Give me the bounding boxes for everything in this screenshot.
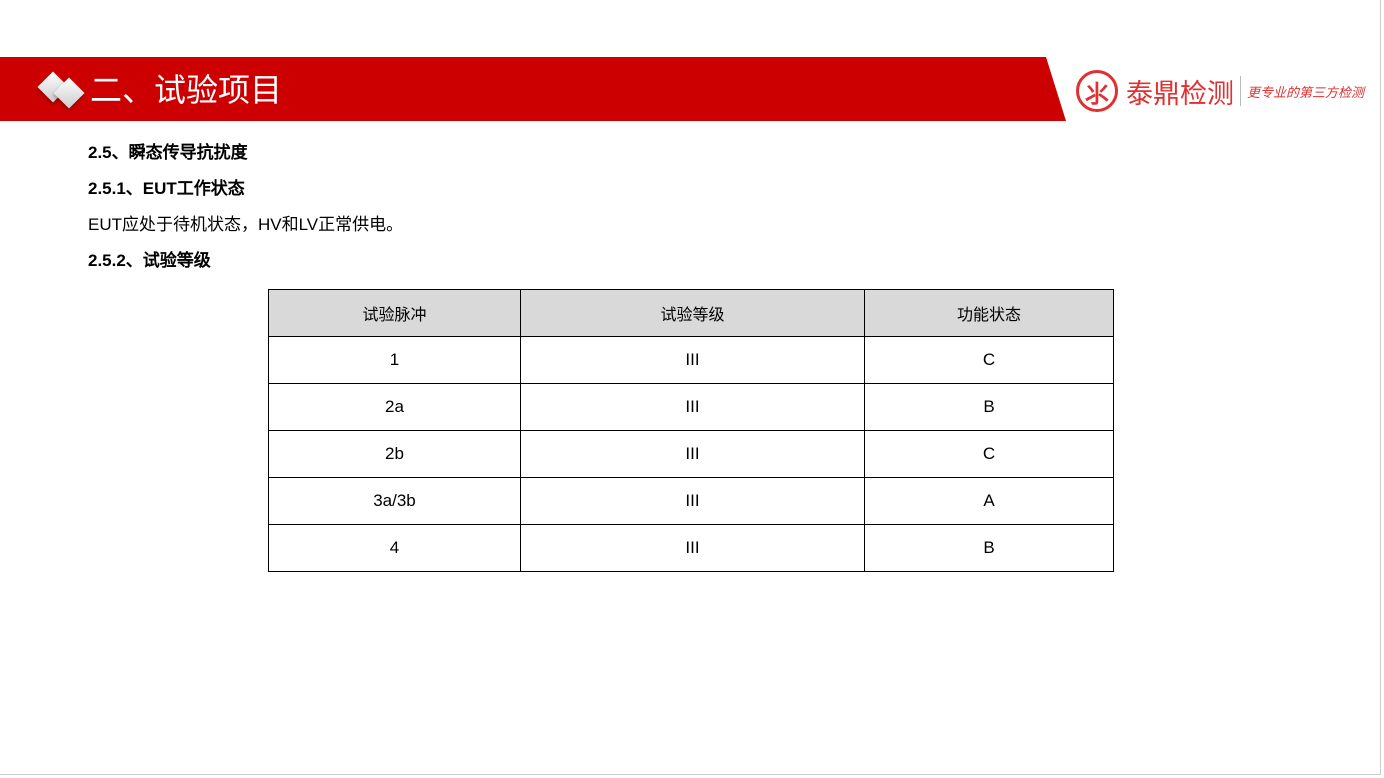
page-title: 二、试验项目 (90, 71, 283, 109)
paragraph: EUT应处于待机状态，HV和LV正常供电。 (88, 215, 404, 234)
table-cell: 2b (268, 430, 521, 478)
subsection-heading: 2.5.1、EUT工作状态 (88, 179, 245, 198)
table-row: 3a/3b III A (268, 477, 1114, 525)
table-cell: III (520, 524, 865, 572)
table-cell: III (520, 383, 865, 431)
table-cell: III (520, 477, 865, 525)
column-header: 试验脉冲 (268, 289, 521, 337)
table-cell: B (864, 383, 1114, 431)
subsection-heading: 2.5.2、试验等级 (88, 251, 211, 270)
table-cell: C (864, 430, 1114, 478)
table-row: 1 III C (268, 336, 1114, 384)
table-cell: A (864, 477, 1114, 525)
table-row: 2b III C (268, 430, 1114, 478)
table-row: 4 III B (268, 524, 1114, 572)
divider (1240, 76, 1241, 106)
column-header: 试验等级 (520, 289, 865, 337)
table-cell: 2a (268, 383, 521, 431)
table-cell: B (864, 524, 1114, 572)
seal-icon: ⺢ (1076, 70, 1118, 112)
slogan: 更专业的第三方检测 (1247, 85, 1365, 101)
table-cell: 3a/3b (268, 477, 521, 525)
table-cell: C (864, 336, 1114, 384)
table-cell: 1 (268, 336, 521, 384)
title-banner (0, 57, 1066, 121)
table-cell: 4 (268, 524, 521, 572)
table-header-row: 试验脉冲 试验等级 功能状态 (268, 289, 1114, 337)
brand-name: 泰鼎检测 (1126, 78, 1234, 109)
table-cell: III (520, 336, 865, 384)
table-row: 2a III B (268, 383, 1114, 431)
section-heading: 2.5、瞬态传导抗扰度 (88, 143, 248, 162)
test-level-table: 试验脉冲 试验等级 功能状态 1 III C 2a III B 2b III C 3a/3b… (268, 289, 1114, 572)
table-cell: III (520, 430, 865, 478)
column-header: 功能状态 (864, 289, 1114, 337)
company-logo: ⺢ 泰鼎检测 更专业的第三方检测 (1076, 66, 1364, 116)
